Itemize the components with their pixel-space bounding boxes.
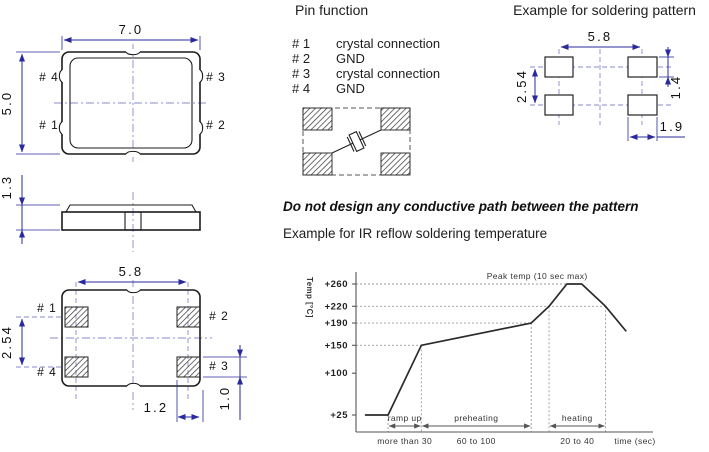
pin-function-list: # 1 crystal connection # 2 GND # 3 cryst… [292,36,440,96]
region-duration-label: 20 to 40 [560,436,594,446]
soldering-pattern-title: Example for soldering pattern [513,2,696,18]
pattern-h-pitch-dim: 5.8 [588,29,613,44]
bottom-view-pad-inset-dim: 1.2 [144,400,169,415]
top-view-height-dim: 5.0 [0,91,14,116]
solder-pad-br [627,94,658,116]
pin-row: # 4 GND [292,81,440,96]
pad-1 [64,306,89,328]
pad-4 [64,356,89,378]
diagram-pad-tr [380,107,411,131]
solder-pad-tl [544,56,574,78]
top-view-pin1-label: # 1 [39,118,59,132]
crystal-symbol [346,130,367,153]
pattern-pad-height-dim: 1.4 [668,75,683,100]
pad-2 [176,306,201,328]
center-castellation [124,211,142,231]
conductive-path-warning: Do not design any conductive path betwee… [283,199,639,214]
solder-pad-tr [627,56,658,78]
region-label: preheating [454,413,498,423]
region-label: heating [562,413,593,423]
diagram-pad-bl [302,152,333,176]
y-tick-label: +220 [325,301,348,312]
pin-row: # 2 GND [292,51,440,66]
y-tick-label: +190 [325,318,348,329]
pin-role: GND [336,51,365,66]
package-footprint-dashed [302,107,411,176]
soldering-pattern-drawing: 5.8 2.54 1.4 1.9 [514,29,685,141]
diagram-pad-tl [302,107,333,131]
reflow-temperature-chart: +260 +220 +190 +150 +100 +25 Temp [°C] Peak tem… [305,271,655,446]
y-tick-label: +260 [325,279,348,290]
pin-role: crystal connection [336,66,441,81]
solder-pad-bl [544,94,574,116]
pattern-v-pitch-dim: 2.54 [514,69,529,103]
y-tick-label: +100 [325,368,348,379]
peak-temp-annotation: Peak temp (10 sec max) [487,271,588,281]
pin-row: # 1 crystal connection [292,36,440,51]
pin-row: # 3 crystal connection [292,66,440,81]
crystal-connection-diagram [302,107,411,176]
top-view-pin3-label: # 3 [206,70,226,84]
bottom-view-pin3-label: # 3 [209,359,229,373]
top-view-pin2-label: # 2 [206,118,226,132]
bottom-view-pin2-label: # 2 [209,309,229,323]
lid-profile [65,204,197,213]
bottom-view-width-dim: 5.8 [119,264,144,279]
base-profile [61,211,201,231]
top-view-pin4-label: # 4 [39,70,59,84]
region-duration-label: more than 30 [377,436,432,446]
pin-number: # 2 [292,51,311,66]
y-axis-label: Temp [°C] [305,277,314,318]
pattern-pad-width-dim: 1.9 [660,119,685,134]
top-view: 7.0 5.0 # 4 # 3 # 1 # 2 [0,22,226,162]
diagram-pad-br [380,152,411,176]
region-label: ramp up [388,413,422,423]
bottom-view-pad-height-dim: 1.0 [217,386,232,411]
pin-number: # 4 [292,81,311,96]
reflow-profile-curve [364,283,627,416]
top-view-width-dim: 7.0 [119,22,144,37]
y-tick-label: +25 [330,410,348,421]
lid-seam [69,57,193,149]
bottom-view-pin4-label: # 4 [37,365,57,379]
side-view-height-dim: 1.3 [0,175,14,200]
pin-function-title: Pin function [295,2,369,18]
region-duration-label: 60 to 100 [457,436,496,446]
pad-3 [176,356,201,378]
reflow-chart-title: Example for IR reflow soldering temperat… [283,226,548,241]
side-view: 1.3 [0,175,201,252]
bottom-view-pitch-dim: 2.54 [0,325,14,359]
pin-role: GND [336,81,365,96]
pin-role: crystal connection [336,36,441,51]
bottom-view: 5.8 2.54 1.2 1.0 # 1 # 2 # 4 # 3 [0,264,247,422]
bottom-view-pin1-label: # 1 [37,301,57,315]
x-axis-label: time (sec) [614,436,655,446]
pin-number: # 1 [292,36,311,51]
y-tick-label: +150 [325,340,348,351]
package-drawings: 7.0 5.0 # 4 # 3 # 1 # 2 1.3 [0,22,247,422]
pin-number: # 3 [292,66,311,81]
